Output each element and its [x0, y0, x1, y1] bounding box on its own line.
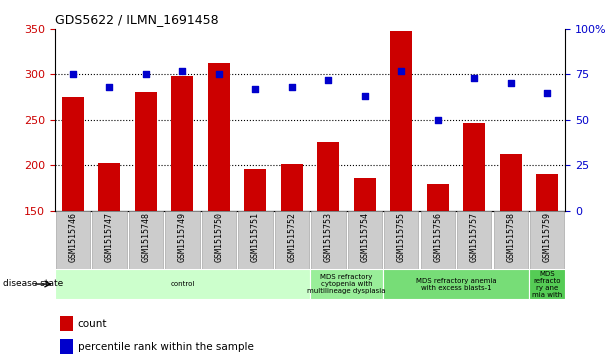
Bar	[92, 211, 126, 269]
Bar	[536, 174, 558, 211]
Text: percentile rank within the sample: percentile rank within the sample	[78, 342, 254, 352]
Bar	[238, 211, 272, 269]
Text: GSM1515754: GSM1515754	[361, 212, 369, 262]
Point	[360, 93, 370, 99]
Bar	[354, 178, 376, 211]
Bar	[202, 211, 236, 269]
Bar	[281, 164, 303, 211]
Text: GSM1515758: GSM1515758	[506, 212, 515, 262]
Bar	[427, 184, 449, 211]
Bar	[500, 154, 522, 211]
Text: GSM1515756: GSM1515756	[434, 212, 442, 262]
Bar	[530, 211, 564, 269]
Point	[105, 84, 114, 90]
Text: GSM1515748: GSM1515748	[142, 212, 150, 262]
Bar	[165, 211, 199, 269]
Bar	[310, 269, 383, 299]
Point	[250, 86, 260, 92]
Point	[433, 117, 443, 123]
Text: MDS refractory
cytopenia with
multilineage dysplasia: MDS refractory cytopenia with multilinea…	[307, 274, 386, 294]
Text: control: control	[170, 281, 195, 287]
Bar	[383, 269, 529, 299]
Bar	[494, 211, 528, 269]
Bar	[171, 76, 193, 211]
Text: GSM1515747: GSM1515747	[105, 212, 114, 262]
Text: GSM1515749: GSM1515749	[178, 212, 187, 262]
Text: MDS
refracto
ry ane
mia with: MDS refracto ry ane mia with	[532, 270, 562, 298]
Point	[469, 75, 479, 81]
Point	[287, 84, 297, 90]
Point	[323, 77, 333, 83]
Text: GSM1515746: GSM1515746	[69, 212, 77, 262]
Bar	[60, 316, 72, 331]
Bar	[457, 211, 491, 269]
Text: MDS refractory anemia
with excess blasts-1: MDS refractory anemia with excess blasts…	[416, 278, 496, 290]
Bar	[529, 269, 565, 299]
Point	[214, 72, 224, 77]
Point	[178, 68, 187, 74]
Bar	[463, 122, 485, 211]
Bar	[208, 62, 230, 211]
Text: disease state: disease state	[3, 280, 63, 288]
Bar	[244, 169, 266, 211]
Bar	[62, 97, 84, 211]
Bar	[56, 211, 90, 269]
Bar	[348, 211, 382, 269]
Text: GSM1515752: GSM1515752	[288, 212, 296, 262]
Bar	[98, 163, 120, 211]
Bar	[275, 211, 309, 269]
Bar	[60, 339, 72, 354]
Bar	[390, 31, 412, 211]
Point	[542, 90, 552, 95]
Bar	[311, 211, 345, 269]
Point	[141, 72, 151, 77]
Bar	[421, 211, 455, 269]
Text: count: count	[78, 319, 107, 329]
Text: GDS5622 / ILMN_1691458: GDS5622 / ILMN_1691458	[55, 13, 218, 26]
Text: GSM1515751: GSM1515751	[251, 212, 260, 262]
Text: GSM1515753: GSM1515753	[324, 212, 333, 262]
Bar	[55, 269, 310, 299]
Text: GSM1515757: GSM1515757	[470, 212, 478, 262]
Bar	[135, 92, 157, 211]
Point	[506, 81, 516, 86]
Text: GSM1515755: GSM1515755	[397, 212, 406, 262]
Text: GSM1515759: GSM1515759	[543, 212, 551, 262]
Bar	[317, 142, 339, 211]
Point	[396, 68, 406, 74]
Text: GSM1515750: GSM1515750	[215, 212, 223, 262]
Point	[68, 72, 78, 77]
Bar	[384, 211, 418, 269]
Bar	[129, 211, 163, 269]
